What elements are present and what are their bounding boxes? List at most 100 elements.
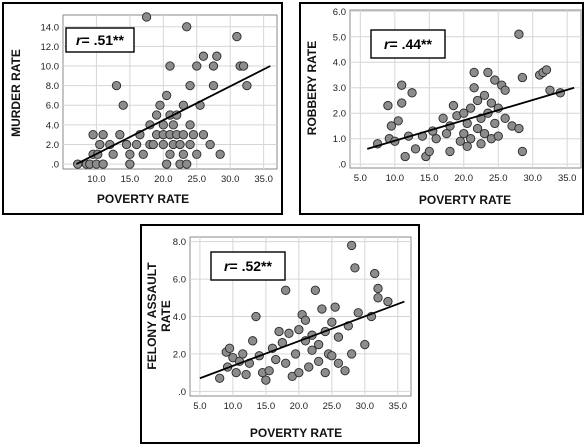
felony-data-point <box>333 332 344 342</box>
murder-data-point <box>178 149 189 159</box>
murder-data-point <box>165 149 175 159</box>
robbery-data-point <box>455 136 465 146</box>
murder-data-point <box>192 61 202 71</box>
felony-data-point <box>241 369 251 380</box>
murder-data-point <box>148 139 158 150</box>
robbery-data-point <box>424 146 434 157</box>
murder-data-point <box>155 100 165 110</box>
felony-data-point <box>350 263 360 273</box>
felony-data-point <box>317 304 327 314</box>
robbery-x-tick-label: 15.0 <box>420 173 439 184</box>
murder-data-point <box>232 31 242 42</box>
robbery-data-point <box>448 100 459 111</box>
felony-data-point <box>281 285 291 295</box>
murder-scatter-plot: 10.0 15.0 20.0 25.0 30.0 35.0 .0 2.0 4.0 6.0 8.0 10… <box>9 12 278 206</box>
robbery-r-annotation: r= .44** <box>384 36 432 52</box>
robbery-data-point <box>445 146 455 157</box>
robbery-data-point <box>490 75 500 85</box>
robbery-y-axis-title: ROBBERY RATE <box>305 41 319 135</box>
robbery-y-tick-label: 4.0 <box>333 58 346 69</box>
robbery-data-point <box>466 103 476 113</box>
murder-data-point <box>198 130 209 140</box>
murder-data-point <box>162 159 172 169</box>
murder-data-point <box>125 149 135 159</box>
felony-data-point <box>370 268 380 279</box>
robbery-data-point <box>397 80 407 90</box>
murder-data-point <box>238 61 249 71</box>
murder-data-point <box>208 61 219 71</box>
murder-data-point <box>182 159 192 169</box>
robbery-data-point <box>386 121 397 131</box>
murder-data-point <box>111 80 122 91</box>
murder-data-point <box>185 80 195 91</box>
murder-chart-panel: 10.0 15.0 20.0 25.0 30.0 35.0 .0 2.0 4.0 6.0 8.0 10… <box>2 2 283 215</box>
felony-data-point <box>346 240 357 251</box>
felony-data-point <box>290 349 301 359</box>
murder-data-point <box>108 149 118 159</box>
felony-r-annotation: r= .52** <box>224 258 272 274</box>
robbery-data-point <box>410 144 421 154</box>
robbery-data-point <box>462 141 472 151</box>
murder-y-tick-label: 12.0 <box>41 42 60 53</box>
murder-data-point <box>182 22 192 32</box>
robbery-data-point <box>407 88 417 98</box>
murder-y-tick-label: 6.0 <box>46 101 59 112</box>
felony-data-point <box>310 285 320 295</box>
robbery-x-tick-label: 35.0 <box>558 173 577 184</box>
robbery-data-point <box>441 128 452 139</box>
felony-x-tick-label: 30.0 <box>356 401 375 412</box>
murder-data-point <box>178 130 189 140</box>
robbery-y-tick-label: 3.0 <box>333 83 346 94</box>
felony-y-tick-label: 8.0 <box>173 237 186 248</box>
robbery-r-annotation-box <box>370 29 446 59</box>
murder-data-point <box>141 12 152 22</box>
murder-data-point <box>165 61 175 71</box>
felony-data-point <box>373 283 383 294</box>
robbery-y-tick-label: 6.0 <box>333 7 346 18</box>
felony-data-point <box>264 366 274 376</box>
felony-data-point <box>284 328 294 338</box>
murder-y-tick-label: 4.0 <box>46 120 59 131</box>
murder-data-point <box>158 139 168 150</box>
felony-data-point <box>320 367 330 378</box>
robbery-y-tick-label: 1.0 <box>333 134 346 145</box>
robbery-data-point <box>500 85 510 95</box>
robbery-data-point <box>490 118 500 129</box>
felony-data-point <box>261 375 271 385</box>
robbery-data-point <box>514 29 524 39</box>
robbery-y-tick-label: 2.0 <box>333 109 346 120</box>
murder-x-tick-label: 15.0 <box>121 174 140 185</box>
robbery-data-point <box>459 128 469 139</box>
murder-data-point <box>98 130 108 140</box>
murder-data-point <box>208 80 219 91</box>
murder-data-point <box>118 100 128 110</box>
robbery-data-point <box>493 131 503 141</box>
murder-y-tick-label: 14.0 <box>41 22 60 33</box>
felony-data-point <box>271 354 281 365</box>
felony-x-tick-label: 15.0 <box>257 401 276 412</box>
robbery-scatter-plot: 5.0 10.0 15.0 20.0 25.0 30.0 35.0 .0 1.0 2.0 3.0 4.… <box>305 7 582 207</box>
murder-r-annotation: r= .51** <box>76 32 124 48</box>
robbery-x-tick-label: 20.0 <box>455 173 474 184</box>
murder-data-point <box>185 139 195 150</box>
murder-data-point <box>95 139 105 150</box>
robbery-data-point <box>459 108 469 118</box>
felony-data-point <box>274 326 284 337</box>
robbery-data-point <box>472 123 483 134</box>
felony-data-point <box>215 373 225 383</box>
felony-data-point <box>300 315 311 325</box>
felony-data-point <box>238 349 248 359</box>
murder-data-point <box>192 149 202 159</box>
felony-data-point <box>251 311 261 322</box>
robbery-y-tick-label: .0 <box>338 160 346 171</box>
felony-x-tick-label: 35.0 <box>389 401 408 412</box>
robbery-data-point <box>517 72 528 83</box>
robbery-x-tick-label: 5.0 <box>354 173 367 184</box>
felony-data-point <box>224 343 235 353</box>
felony-r-annotation-box <box>210 251 286 281</box>
murder-x-tick-label: 35.0 <box>254 174 273 185</box>
felony-x-axis-title: POVERTY RATE <box>250 426 342 440</box>
murder-data-point <box>98 159 108 169</box>
murder-y-axis-title: MURDER RATE <box>9 49 23 137</box>
felony-y-axis-title: FELONY ASSAULTRATE <box>145 262 173 370</box>
